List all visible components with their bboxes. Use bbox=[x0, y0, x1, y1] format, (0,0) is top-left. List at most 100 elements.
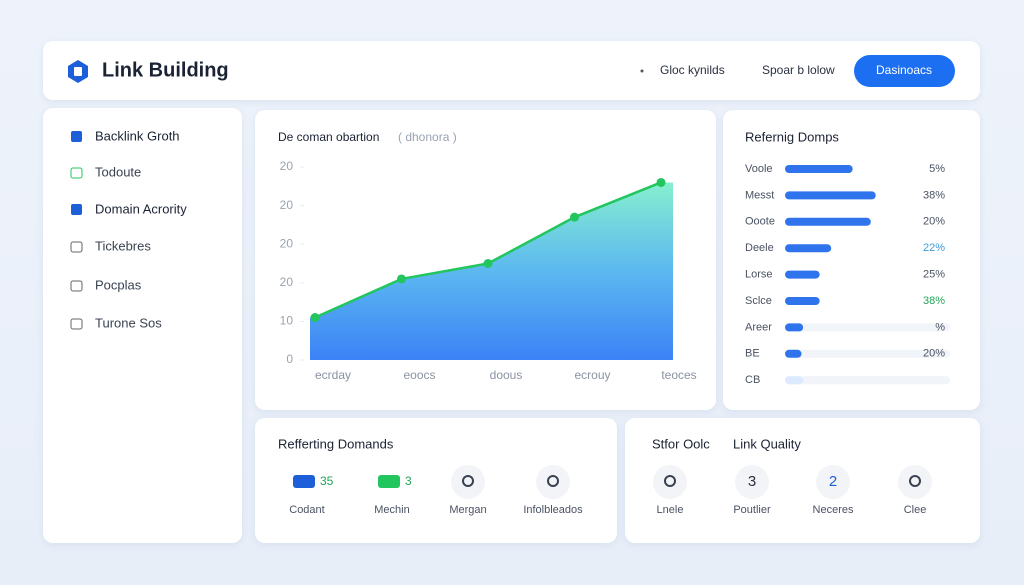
nav-icon bbox=[71, 204, 82, 215]
item-label: Lnele bbox=[657, 504, 684, 516]
primary-button[interactable] bbox=[854, 55, 955, 87]
item-label: Mechin bbox=[374, 504, 409, 516]
nav-item[interactable]: Turone Sos bbox=[95, 315, 162, 330]
item-label: Mergan bbox=[449, 504, 486, 516]
nav-item[interactable]: Backlink Groth bbox=[95, 128, 180, 143]
row-label: Areer bbox=[745, 321, 772, 333]
y-tick-label: 20 bbox=[280, 159, 294, 173]
icon bbox=[909, 475, 921, 487]
row-label: Sclce bbox=[745, 295, 772, 307]
x-tick-label: teoces bbox=[661, 368, 696, 382]
nav-icon bbox=[70, 280, 83, 292]
nav-icon bbox=[71, 131, 82, 142]
item-label: Codant bbox=[289, 504, 324, 516]
button-label[interactable]: Dasinoacs bbox=[876, 63, 932, 77]
nav-item[interactable]: Tickebres bbox=[95, 238, 151, 253]
quality-title: Stfor Oolc bbox=[652, 436, 710, 451]
y-tick-label: 20 bbox=[280, 236, 294, 250]
nav-icon bbox=[70, 241, 83, 253]
bar bbox=[785, 376, 804, 385]
row-label: Messt bbox=[745, 189, 774, 201]
row-pct: 20% bbox=[923, 216, 945, 228]
bar bbox=[785, 297, 820, 305]
nav-item[interactable]: Domain Acrority bbox=[95, 201, 187, 216]
bar bbox=[785, 323, 804, 332]
stat-value: 2 bbox=[829, 473, 837, 490]
item-label: Neceres bbox=[813, 504, 854, 516]
stat-circle bbox=[898, 465, 932, 499]
stat-value: 3 bbox=[405, 474, 412, 488]
row-pct: % bbox=[935, 321, 945, 333]
item-label: Poutlier bbox=[733, 504, 771, 516]
header-card bbox=[43, 41, 980, 100]
bar bbox=[785, 244, 832, 253]
app-title: Link Building bbox=[102, 59, 229, 81]
y-tick-label: 20 bbox=[280, 275, 294, 289]
stat-circle bbox=[816, 465, 850, 499]
bar bbox=[785, 217, 871, 226]
nav-item[interactable]: Pocplas bbox=[95, 277, 142, 292]
row-pct: 20% bbox=[923, 348, 945, 360]
bar-track bbox=[785, 349, 950, 358]
row-pct: 5% bbox=[929, 163, 945, 175]
area bbox=[310, 182, 673, 360]
nav-item[interactable]: Todoute bbox=[95, 164, 141, 179]
stat-circle bbox=[536, 465, 570, 499]
domains-card bbox=[723, 110, 980, 410]
nav-icon bbox=[70, 318, 83, 330]
stat-value: 3 bbox=[748, 473, 756, 490]
bar bbox=[785, 165, 853, 173]
logo-inner bbox=[74, 67, 82, 76]
y-tick-label: 10 bbox=[280, 314, 294, 328]
stat-circle bbox=[451, 465, 485, 499]
stat-pill bbox=[293, 475, 315, 488]
x-tick-label: eoocs bbox=[403, 368, 435, 382]
sidebar-card bbox=[43, 108, 242, 543]
chart-subtitle: ( dhonora ) bbox=[398, 130, 457, 144]
x-tick-label: doous bbox=[490, 368, 523, 382]
stat-circle bbox=[653, 465, 687, 499]
stat-value: 35 bbox=[320, 474, 334, 488]
point bbox=[483, 259, 493, 268]
row-pct: 38% bbox=[923, 189, 945, 201]
item-label: Infolbleados bbox=[523, 504, 583, 516]
bar bbox=[785, 270, 820, 279]
quality-card bbox=[625, 418, 980, 543]
bar-track bbox=[785, 323, 950, 332]
bar-track bbox=[785, 376, 950, 385]
point bbox=[570, 212, 579, 222]
row-pct: 38% bbox=[923, 295, 945, 307]
row-label: BE bbox=[745, 348, 760, 360]
domains-title: Refernig Domps bbox=[745, 129, 839, 144]
chart-title: De coman obartion bbox=[278, 130, 379, 144]
bar bbox=[785, 349, 802, 358]
row-label: CB bbox=[745, 374, 760, 386]
point bbox=[397, 274, 406, 284]
x-tick-label: ecrday bbox=[315, 368, 351, 382]
point bbox=[656, 177, 666, 187]
referring-title: Refferting Domands bbox=[278, 436, 394, 451]
quality-subtitle: Link Quality bbox=[733, 436, 801, 451]
nav-icon bbox=[70, 167, 83, 179]
stat-pill bbox=[378, 475, 400, 488]
row-pct: 22% bbox=[923, 242, 945, 254]
icon bbox=[547, 475, 559, 487]
dot bbox=[640, 69, 644, 73]
bar bbox=[785, 191, 876, 200]
nav-link[interactable]: Gloc kynilds bbox=[660, 63, 725, 77]
referring-card bbox=[255, 418, 617, 543]
row-label: Voole bbox=[745, 163, 773, 175]
row-pct: 25% bbox=[923, 269, 945, 281]
row-label: Lorse bbox=[745, 269, 773, 281]
point bbox=[310, 313, 320, 323]
icon bbox=[664, 475, 676, 487]
item-label: Clee bbox=[904, 504, 927, 516]
nav-link[interactable]: Spoar b lolow bbox=[762, 63, 835, 77]
row-label: Deele bbox=[745, 242, 774, 254]
y-tick-label: 0 bbox=[286, 352, 293, 366]
icon bbox=[462, 475, 474, 487]
x-tick-label: ecrouy bbox=[574, 368, 610, 382]
stat-circle bbox=[735, 465, 769, 499]
row-label: Ooote bbox=[745, 216, 775, 228]
